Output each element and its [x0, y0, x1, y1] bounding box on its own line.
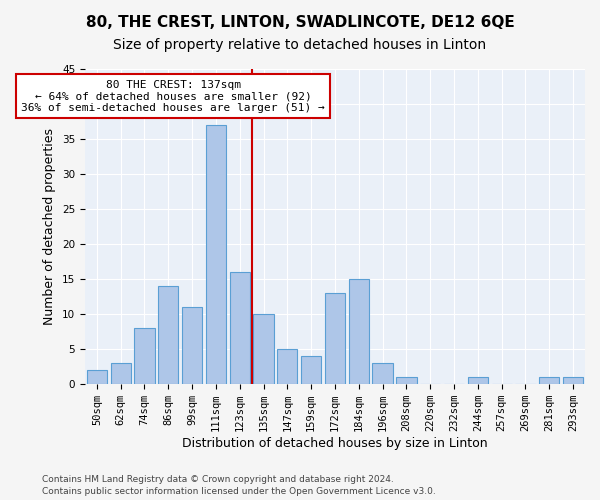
Bar [373, 363, 393, 384]
Bar [110, 363, 131, 384]
Text: Size of property relative to detached houses in Linton: Size of property relative to detached ho… [113, 38, 487, 52]
Bar [563, 377, 583, 384]
Bar [468, 377, 488, 384]
Bar [87, 370, 107, 384]
Bar [206, 125, 226, 384]
Y-axis label: Number of detached properties: Number of detached properties [43, 128, 56, 325]
Bar [325, 293, 345, 384]
Text: 80, THE CREST, LINTON, SWADLINCOTE, DE12 6QE: 80, THE CREST, LINTON, SWADLINCOTE, DE12… [86, 15, 514, 30]
Bar [134, 328, 155, 384]
Bar [277, 349, 298, 384]
Bar [349, 279, 369, 384]
Bar [301, 356, 321, 384]
Bar [253, 314, 274, 384]
Bar [182, 307, 202, 384]
Bar [396, 377, 416, 384]
Text: Contains public sector information licensed under the Open Government Licence v3: Contains public sector information licen… [42, 487, 436, 496]
X-axis label: Distribution of detached houses by size in Linton: Distribution of detached houses by size … [182, 437, 488, 450]
Bar [230, 272, 250, 384]
Bar [158, 286, 178, 384]
Text: 80 THE CREST: 137sqm
← 64% of detached houses are smaller (92)
36% of semi-detac: 80 THE CREST: 137sqm ← 64% of detached h… [21, 80, 325, 112]
Bar [539, 377, 559, 384]
Text: Contains HM Land Registry data © Crown copyright and database right 2024.: Contains HM Land Registry data © Crown c… [42, 475, 394, 484]
